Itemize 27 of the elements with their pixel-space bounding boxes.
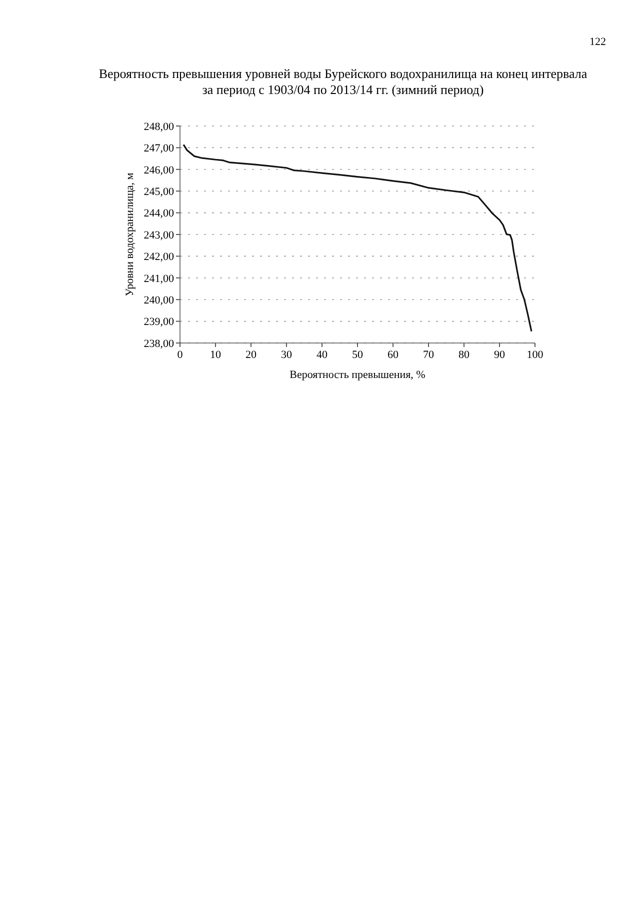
x-tick-label: 10 <box>210 349 222 361</box>
y-tick-label: 244,00 <box>144 208 174 220</box>
chart-title: Вероятность превышения уровней воды Бурейского водохранилища на конец интервала за период с 1903/04 по 2013/14 гг. (зимний период) <box>98 66 588 97</box>
x-tick-label: 30 <box>281 349 292 361</box>
x-tick-label: 50 <box>352 349 364 361</box>
y-tick-label: 242,00 <box>144 251 174 264</box>
y-tick-label: 248,00 <box>144 120 174 133</box>
x-tick-label: 80 <box>458 349 470 361</box>
y-tick-label: 243,00 <box>144 229 174 242</box>
y-tick-label: 246,00 <box>144 164 174 176</box>
y-tick-label: 239,00 <box>144 316 174 328</box>
x-tick-label: 20 <box>246 349 257 361</box>
y-axis-title: Уровни водохранилища, м <box>124 172 136 296</box>
x-axis-title: Вероятность превышения, % <box>290 369 426 381</box>
x-tick-label: 60 <box>388 349 399 361</box>
line-series <box>182 144 532 332</box>
y-tick-label: 245,00 <box>144 186 174 198</box>
y-tick-label: 238,00 <box>144 338 174 350</box>
y-tick-label: 247,00 <box>144 142 174 155</box>
x-tick-label: 0 <box>177 349 184 361</box>
text: 122 <box>590 36 606 48</box>
x-tick-label: 90 <box>494 349 506 361</box>
x-tick-label: 100 <box>526 349 544 361</box>
y-tick-label: 240,00 <box>144 294 174 306</box>
x-tick-label: 40 <box>316 349 328 361</box>
y-tick-label: 241,00 <box>144 272 174 285</box>
x-tick-label: 70 <box>423 349 434 361</box>
